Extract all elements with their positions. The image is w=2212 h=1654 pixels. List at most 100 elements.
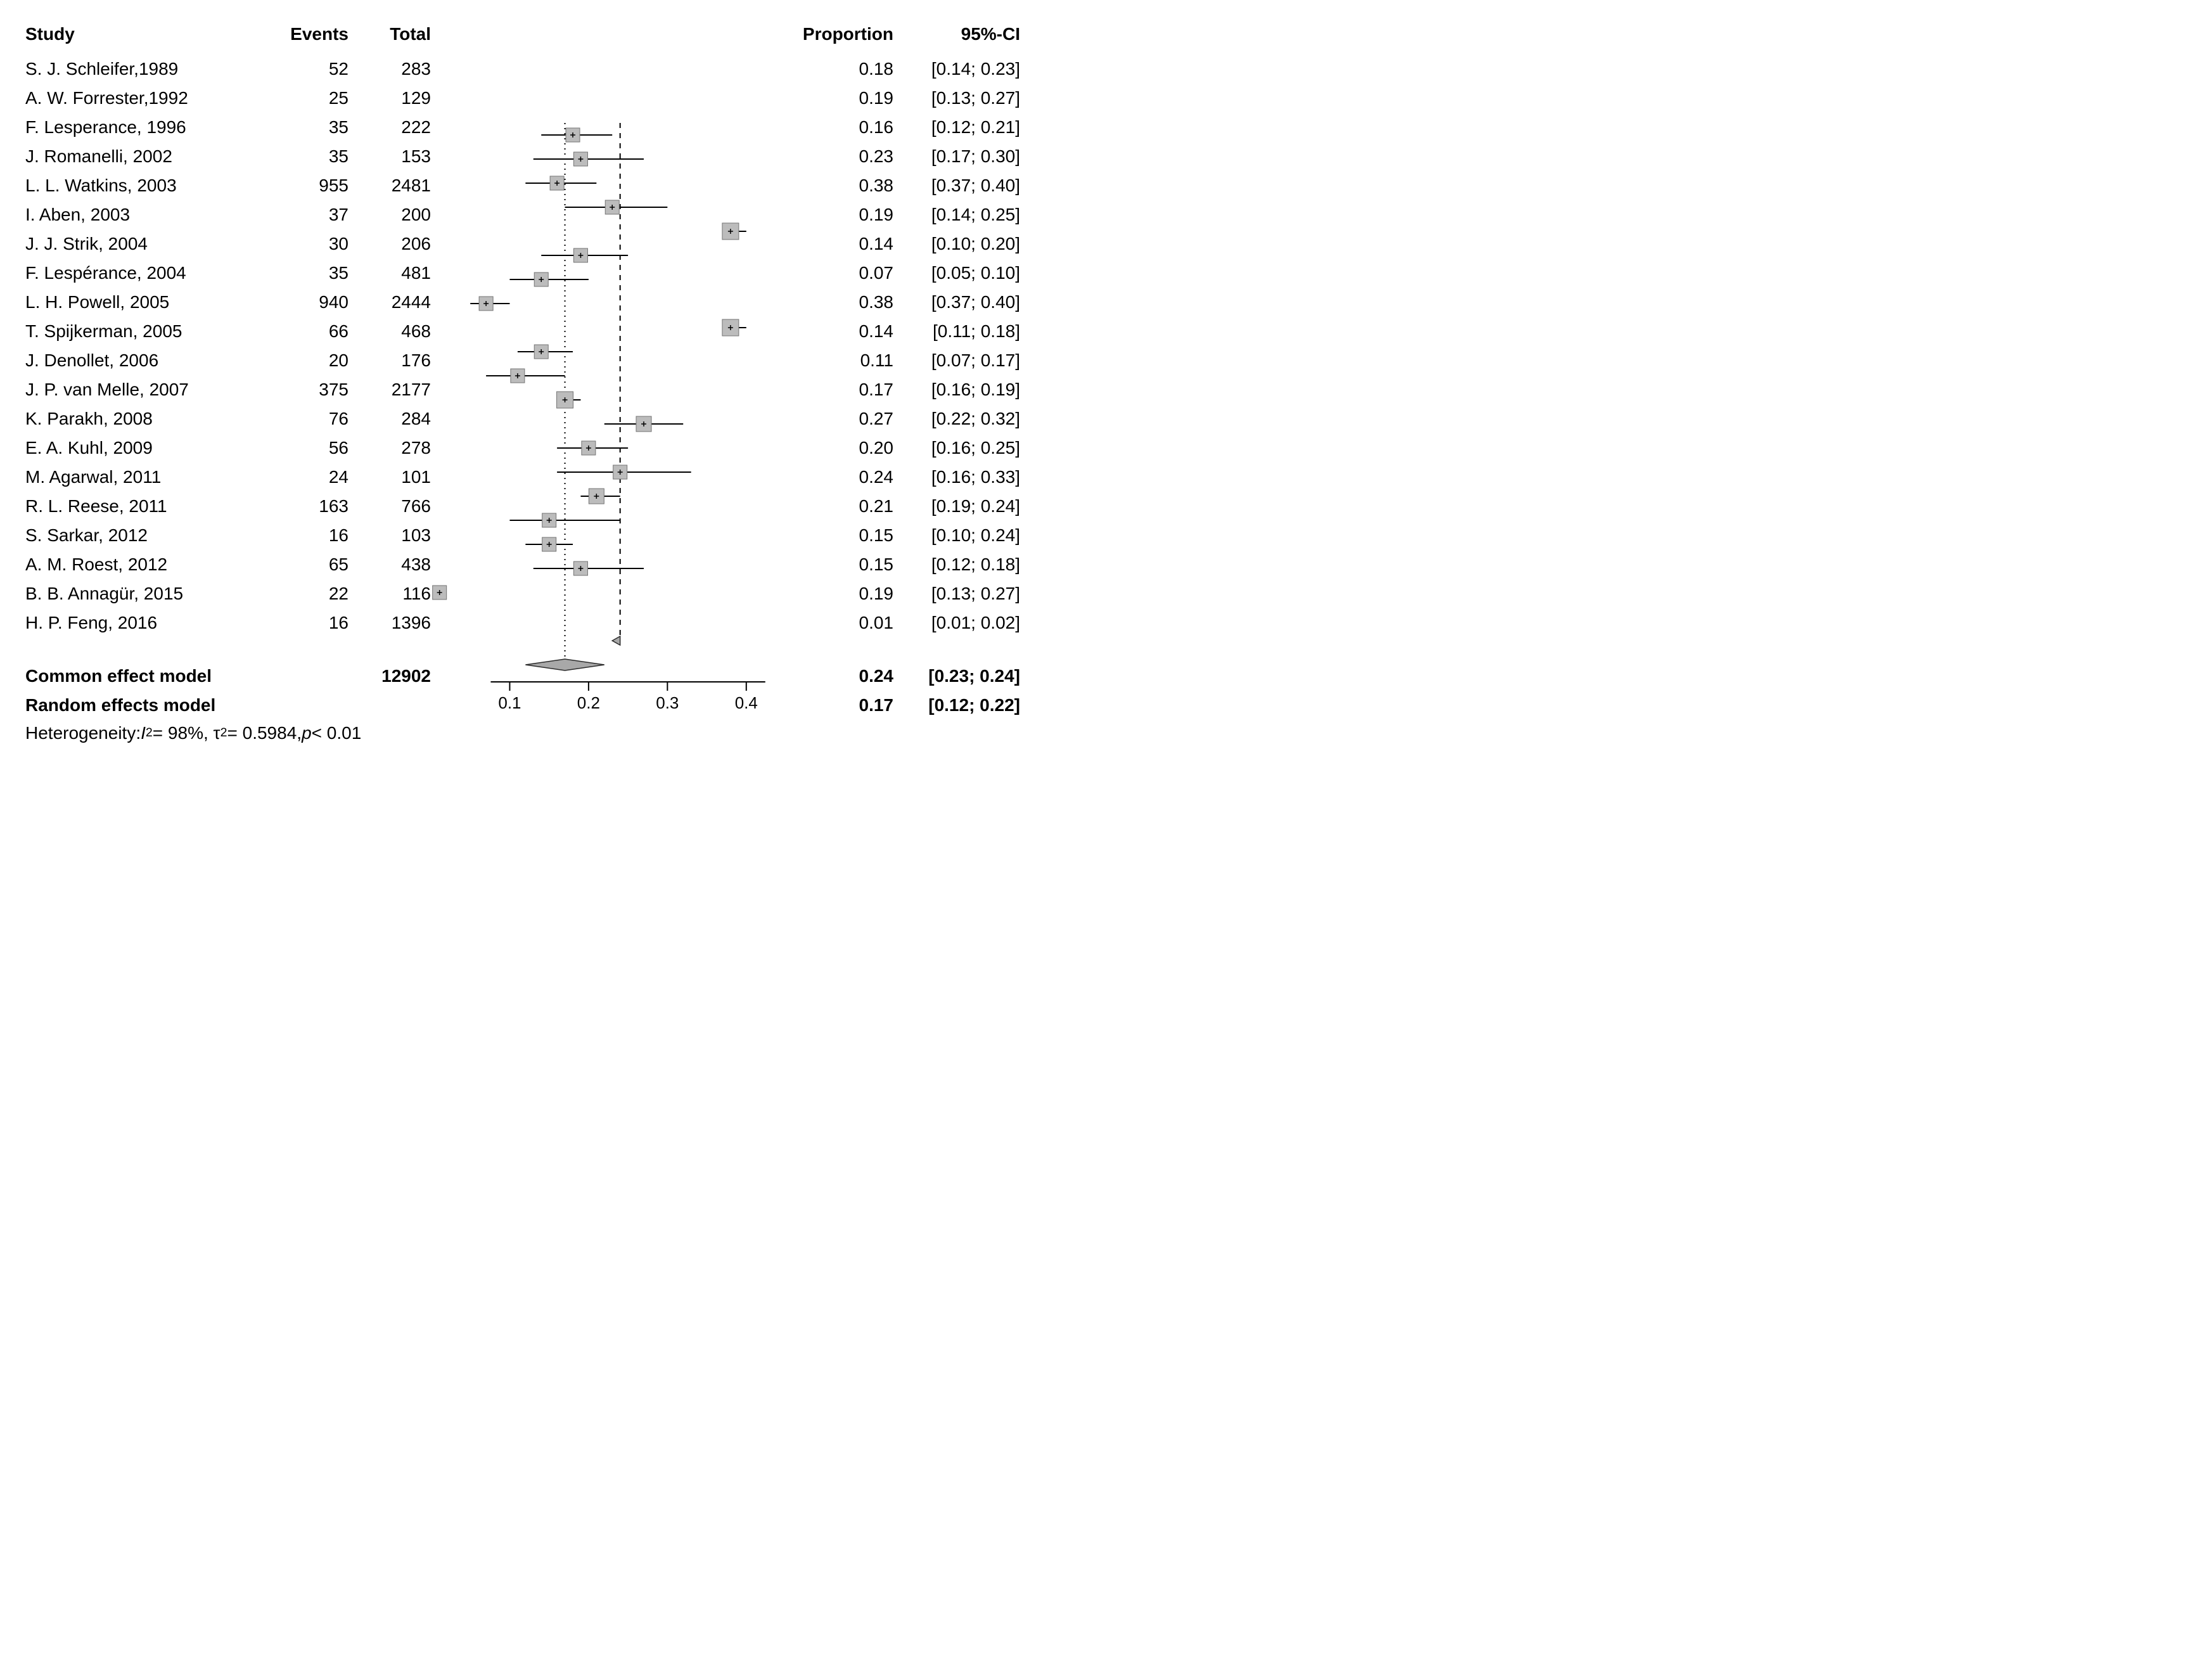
study-events: 16 xyxy=(266,608,348,638)
study-events: 56 xyxy=(266,433,348,463)
study-ci: [0.16; 0.19] xyxy=(893,375,1020,404)
study-events: 163 xyxy=(266,492,348,521)
study-events: 35 xyxy=(266,113,348,142)
study-total: 222 xyxy=(348,113,431,142)
study-label: J. Denollet, 2006 xyxy=(25,346,266,375)
study-events: 35 xyxy=(266,142,348,171)
study-events: 375 xyxy=(266,375,348,404)
study-proportion: 0.07 xyxy=(786,259,893,288)
study-events: 35 xyxy=(266,259,348,288)
study-proportion: 0.11 xyxy=(786,346,893,375)
study-label: A. M. Roest, 2012 xyxy=(25,550,266,579)
study-ci: [0.05; 0.10] xyxy=(893,259,1020,288)
study-total: 101 xyxy=(348,463,431,492)
study-label: A. W. Forrester,1992 xyxy=(25,84,266,113)
study-proportion: 0.38 xyxy=(786,288,893,317)
study-label: J. P. van Melle, 2007 xyxy=(25,375,266,404)
study-events: 25 xyxy=(266,84,348,113)
study-ci: [0.16; 0.25] xyxy=(893,433,1020,463)
study-proportion: 0.01 xyxy=(786,608,893,638)
study-label: B. B. Annagür, 2015 xyxy=(25,579,266,608)
study-ci: [0.01; 0.02] xyxy=(893,608,1020,638)
study-events: 22 xyxy=(266,579,348,608)
study-ci: [0.13; 0.27] xyxy=(893,579,1020,608)
svg-text:0.1: 0.1 xyxy=(498,693,521,712)
study-label: J. J. Strik, 2004 xyxy=(25,229,266,259)
study-proportion: 0.16 xyxy=(786,113,893,142)
study-proportion: 0.24 xyxy=(786,463,893,492)
study-proportion: 0.38 xyxy=(786,171,893,200)
common-effect-label: Common effect model xyxy=(25,662,266,691)
common-effect-prop: 0.24 xyxy=(786,662,893,691)
study-ci: [0.13; 0.27] xyxy=(893,84,1020,113)
study-label: F. Lespérance, 2004 xyxy=(25,259,266,288)
study-events: 30 xyxy=(266,229,348,259)
study-proportion: 0.23 xyxy=(786,142,893,171)
col-header-total: Total xyxy=(348,25,431,54)
study-label: K. Parakh, 2008 xyxy=(25,404,266,433)
study-proportion: 0.17 xyxy=(786,375,893,404)
study-proportion: 0.15 xyxy=(786,521,893,550)
study-ci: [0.22; 0.32] xyxy=(893,404,1020,433)
forest-plot: StudyEventsTotalProportion95%-CI0.10.20.… xyxy=(25,25,2187,790)
study-total: 2481 xyxy=(348,171,431,200)
study-total: 1396 xyxy=(348,608,431,638)
svg-text:0.4: 0.4 xyxy=(735,693,758,712)
common-effect-ci: [0.23; 0.24] xyxy=(893,662,1020,691)
col-header-study: Study xyxy=(25,25,266,54)
study-total: 278 xyxy=(348,433,431,463)
study-events: 65 xyxy=(266,550,348,579)
study-total: 116 xyxy=(348,579,431,608)
study-events: 24 xyxy=(266,463,348,492)
study-proportion: 0.21 xyxy=(786,492,893,521)
col-header-events: Events xyxy=(266,25,348,54)
study-ci: [0.10; 0.20] xyxy=(893,229,1020,259)
study-proportion: 0.19 xyxy=(786,84,893,113)
study-total: 200 xyxy=(348,200,431,229)
study-label: L. L. Watkins, 2003 xyxy=(25,171,266,200)
study-proportion: 0.14 xyxy=(786,229,893,259)
study-ci: [0.19; 0.24] xyxy=(893,492,1020,521)
study-events: 940 xyxy=(266,288,348,317)
study-ci: [0.16; 0.33] xyxy=(893,463,1020,492)
study-ci: [0.37; 0.40] xyxy=(893,288,1020,317)
study-ci: [0.12; 0.18] xyxy=(893,550,1020,579)
study-events: 37 xyxy=(266,200,348,229)
study-events: 16 xyxy=(266,521,348,550)
svg-text:0.2: 0.2 xyxy=(577,693,600,712)
study-proportion: 0.14 xyxy=(786,317,893,346)
col-header-proportion: Proportion xyxy=(786,25,893,54)
study-label: M. Agarwal, 2011 xyxy=(25,463,266,492)
study-ci: [0.17; 0.30] xyxy=(893,142,1020,171)
study-total: 176 xyxy=(348,346,431,375)
study-label: J. Romanelli, 2002 xyxy=(25,142,266,171)
study-proportion: 0.15 xyxy=(786,550,893,579)
study-proportion: 0.19 xyxy=(786,200,893,229)
svg-text:0.3: 0.3 xyxy=(656,693,679,712)
study-proportion: 0.20 xyxy=(786,433,893,463)
study-ci: [0.07; 0.17] xyxy=(893,346,1020,375)
study-total: 481 xyxy=(348,259,431,288)
study-events: 955 xyxy=(266,171,348,200)
study-ci: [0.11; 0.18] xyxy=(893,317,1020,346)
col-header-ci: 95%-CI xyxy=(893,25,1020,54)
col-header-plot xyxy=(431,34,786,46)
study-ci: [0.10; 0.24] xyxy=(893,521,1020,550)
study-label: S. J. Schleifer,1989 xyxy=(25,54,266,84)
study-total: 284 xyxy=(348,404,431,433)
study-label: H. P. Feng, 2016 xyxy=(25,608,266,638)
common-effect-total: 12902 xyxy=(348,662,431,691)
forest-plot-svg: 0.1 0.2 0.3 0.4 xyxy=(431,123,786,721)
random-effects-label: Random effects model xyxy=(25,691,266,720)
forest-plot-svg-cell: 0.1 0.2 0.3 0.4 xyxy=(431,123,786,721)
study-total: 129 xyxy=(348,84,431,113)
study-ci: [0.37; 0.40] xyxy=(893,171,1020,200)
heterogeneity-text: Heterogeneity: I2 = 98%, τ2 = 0.5984, p … xyxy=(25,720,431,745)
study-label: R. L. Reese, 2011 xyxy=(25,492,266,521)
study-total: 283 xyxy=(348,54,431,84)
study-total: 468 xyxy=(348,317,431,346)
study-label: T. Spijkerman, 2005 xyxy=(25,317,266,346)
study-ci: [0.12; 0.21] xyxy=(893,113,1020,142)
study-total: 766 xyxy=(348,492,431,521)
study-total: 2177 xyxy=(348,375,431,404)
